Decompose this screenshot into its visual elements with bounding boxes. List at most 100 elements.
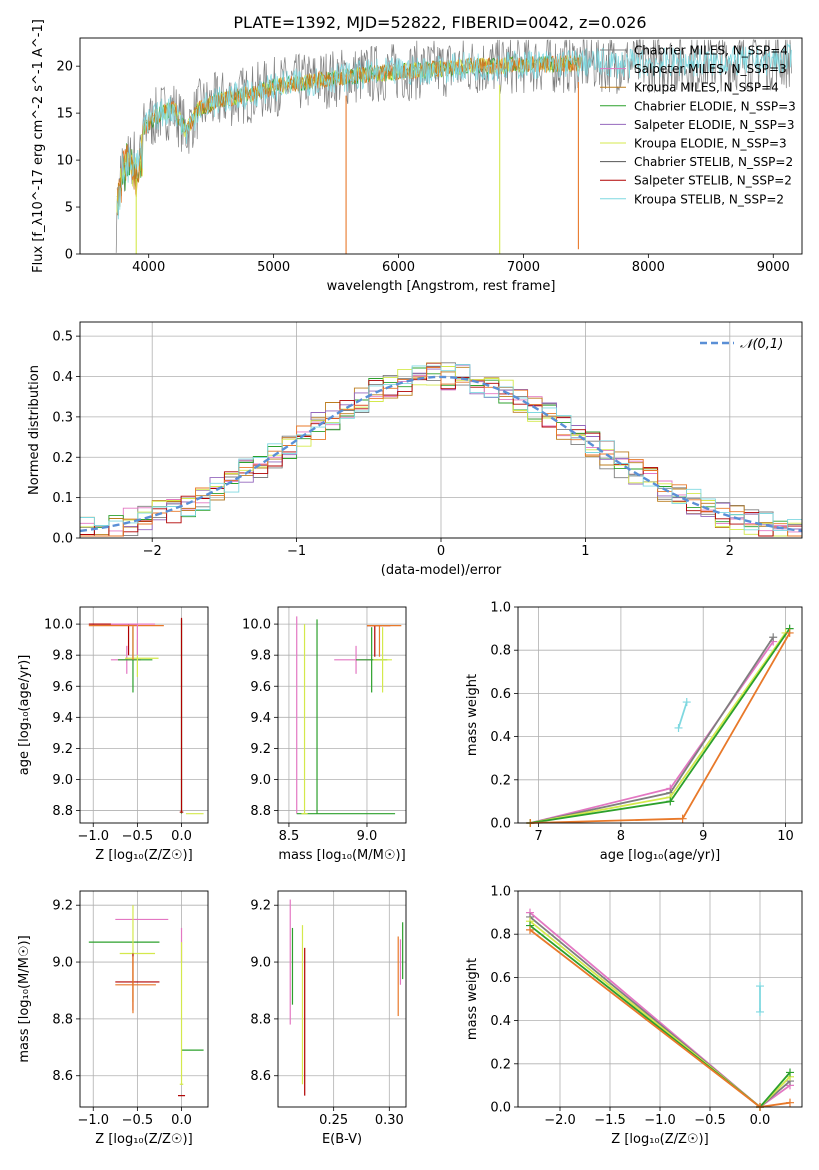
x-tick-label: 6000: [382, 260, 415, 275]
x-axis-label: mass [log₁₀(M/M☉)]: [278, 848, 405, 863]
x-axis-label: wavelength [Angstrom, rest frame]: [327, 279, 556, 294]
axes-frame: [79, 321, 803, 539]
y-tick-label: 8.8: [250, 1012, 271, 1027]
x-tick-label: 0.0: [171, 1113, 192, 1128]
y-tick-label: 20: [56, 60, 73, 75]
legend-entry: 𝒩(0,1): [740, 337, 783, 352]
spectrum-panel: 4000 5000 6000 7000 8000 9000 0 5 10 15 20 waveleng…: [31, 19, 803, 294]
y-axis-label: mass weight: [465, 674, 480, 756]
legend-entry: Chabrier STELIB, N_SSP=2: [634, 155, 793, 169]
y-tick-label: 9.4: [250, 711, 271, 726]
y-tick-label: 0.1: [52, 491, 73, 506]
x-tick-label: 9: [699, 829, 707, 844]
x-tick-label: 0.0: [750, 1113, 771, 1128]
axes-frame: [517, 606, 803, 824]
x-tick-label: 9.0: [357, 829, 378, 844]
legend-entry: Kroupa MILES, N_SSP=4: [634, 81, 779, 95]
x-tick-label: 8: [617, 829, 625, 844]
x-axis-label: E(B-V): [322, 1132, 362, 1147]
series-marker: [678, 814, 687, 823]
x-tick-label: 7: [534, 829, 542, 844]
series-marker: [756, 1007, 764, 1016]
legend-entry: Chabrier ELODIE, N_SSP=3: [634, 99, 796, 113]
y-tick-label: 8.8: [250, 804, 271, 819]
weight-vs-age-panel: 7 8 9 10 0.0 0.2 0.4 0.6 0.8 1.0 age [log₁₀(age/yr…: [465, 601, 803, 863]
y-tick-label: 0.6: [490, 971, 511, 986]
x-tick-label: 9000: [757, 260, 790, 275]
legend-entry: Salpeter STELIB, N_SSP=2: [634, 174, 792, 188]
spectrum-line: [116, 42, 792, 220]
axes-frame: [517, 890, 803, 1108]
spectrum-line: [116, 55, 582, 206]
series-marker: [786, 1098, 794, 1107]
x-tick-label: 1: [581, 544, 589, 559]
y-tick-label: 9.0: [52, 773, 73, 788]
series-line: [530, 641, 774, 824]
x-tick-label: −0.5: [122, 1113, 154, 1128]
legend-entry: Chabrier MILES, N_SSP=4: [634, 44, 788, 58]
residual-histogram-panel: −2 −1 0 1 2 0.0 0.1 0.2 0.3 0.4 0.5 (data-model)/er…: [27, 321, 803, 578]
series-line: [530, 628, 791, 824]
series-line: [677, 701, 688, 729]
x-tick-label: 2: [726, 544, 734, 559]
x-tick-label: −2.0: [544, 1113, 576, 1128]
y-tick-label: 9.2: [52, 899, 73, 914]
x-tick-label: −2: [143, 544, 162, 559]
x-tick-label: 0.0: [171, 829, 192, 844]
legend-entry: Kroupa ELODIE, N_SSP=3: [634, 137, 787, 151]
y-tick-label: 0.5: [52, 330, 73, 345]
axes-frame: [277, 890, 407, 1108]
y-tick-label: 9.2: [250, 899, 271, 914]
x-axis-label: (data-model)/error: [381, 563, 502, 578]
axes-frame: [277, 606, 407, 824]
y-tick-label: 9.2: [250, 742, 271, 757]
y-tick-label: 9.6: [250, 680, 271, 695]
y-tick-label: 9.2: [52, 742, 73, 757]
y-tick-label: 9.0: [250, 773, 271, 788]
series-line: [530, 636, 774, 824]
series-line: [530, 632, 787, 824]
x-tick-label: 0.30: [375, 1113, 404, 1128]
series-marker: [526, 925, 534, 934]
y-axis-label: Flux [f_λ10^-17 erg cm^-2 s^-1 A^-1]: [31, 19, 46, 273]
x-axis-label: Z [log₁₀(Z/Z☉)]: [611, 1132, 708, 1147]
age-vs-z-panel: −1.0 −0.5 0.0 8.8 9.0 9.2 9.4 9.6 9.8 10.0 Z [log₁…: [17, 606, 209, 863]
x-tick-label: −0.5: [122, 829, 154, 844]
y-tick-label: 9.8: [52, 649, 73, 664]
y-tick-label: 9.6: [52, 680, 73, 695]
y-axis-label: age [log₁₀(age/yr)]: [17, 655, 32, 776]
y-tick-label: 0.8: [490, 644, 511, 659]
series-marker: [682, 698, 691, 707]
axes-frame: [79, 37, 803, 255]
y-tick-label: 0.8: [490, 928, 511, 943]
y-tick-label: 1.0: [490, 601, 511, 616]
y-tick-label: 9.4: [52, 711, 73, 726]
legend-entry: Kroupa STELIB, N_SSP=2: [634, 192, 784, 206]
y-tick-label: 1.0: [490, 885, 511, 900]
y-tick-label: 0.4: [52, 370, 73, 385]
y-tick-label: 5: [65, 201, 73, 216]
y-tick-label: 0.0: [490, 817, 511, 832]
y-tick-label: 0.4: [490, 730, 511, 745]
y-tick-label: 9.0: [250, 956, 271, 971]
y-tick-label: 8.6: [52, 1069, 73, 1084]
axes-frame: [79, 606, 209, 824]
x-tick-label: −1: [287, 544, 306, 559]
x-tick-label: −1.0: [77, 829, 109, 844]
series-marker: [674, 723, 683, 732]
figure-title: PLATE=1392, MJD=52822, FIBERID=0042, z=0…: [233, 13, 646, 32]
y-tick-label: 8.6: [250, 1069, 271, 1084]
y-tick-label: 10.0: [44, 618, 73, 633]
gaussian-curve: [79, 375, 803, 533]
legend-entry: Salpeter ELODIE, N_SSP=3: [634, 118, 795, 132]
y-axis-label: mass [log₁₀(M/M☉)]: [17, 935, 32, 1062]
x-tick-label: 8000: [632, 260, 665, 275]
x-tick-label: −1.0: [644, 1113, 676, 1128]
x-tick-label: −1.5: [594, 1113, 626, 1128]
x-tick-label: 7000: [507, 260, 540, 275]
y-tick-label: 9.8: [250, 649, 271, 664]
x-tick-label: 0.25: [319, 1113, 348, 1128]
series-marker: [756, 982, 764, 991]
series-marker: [666, 797, 675, 806]
